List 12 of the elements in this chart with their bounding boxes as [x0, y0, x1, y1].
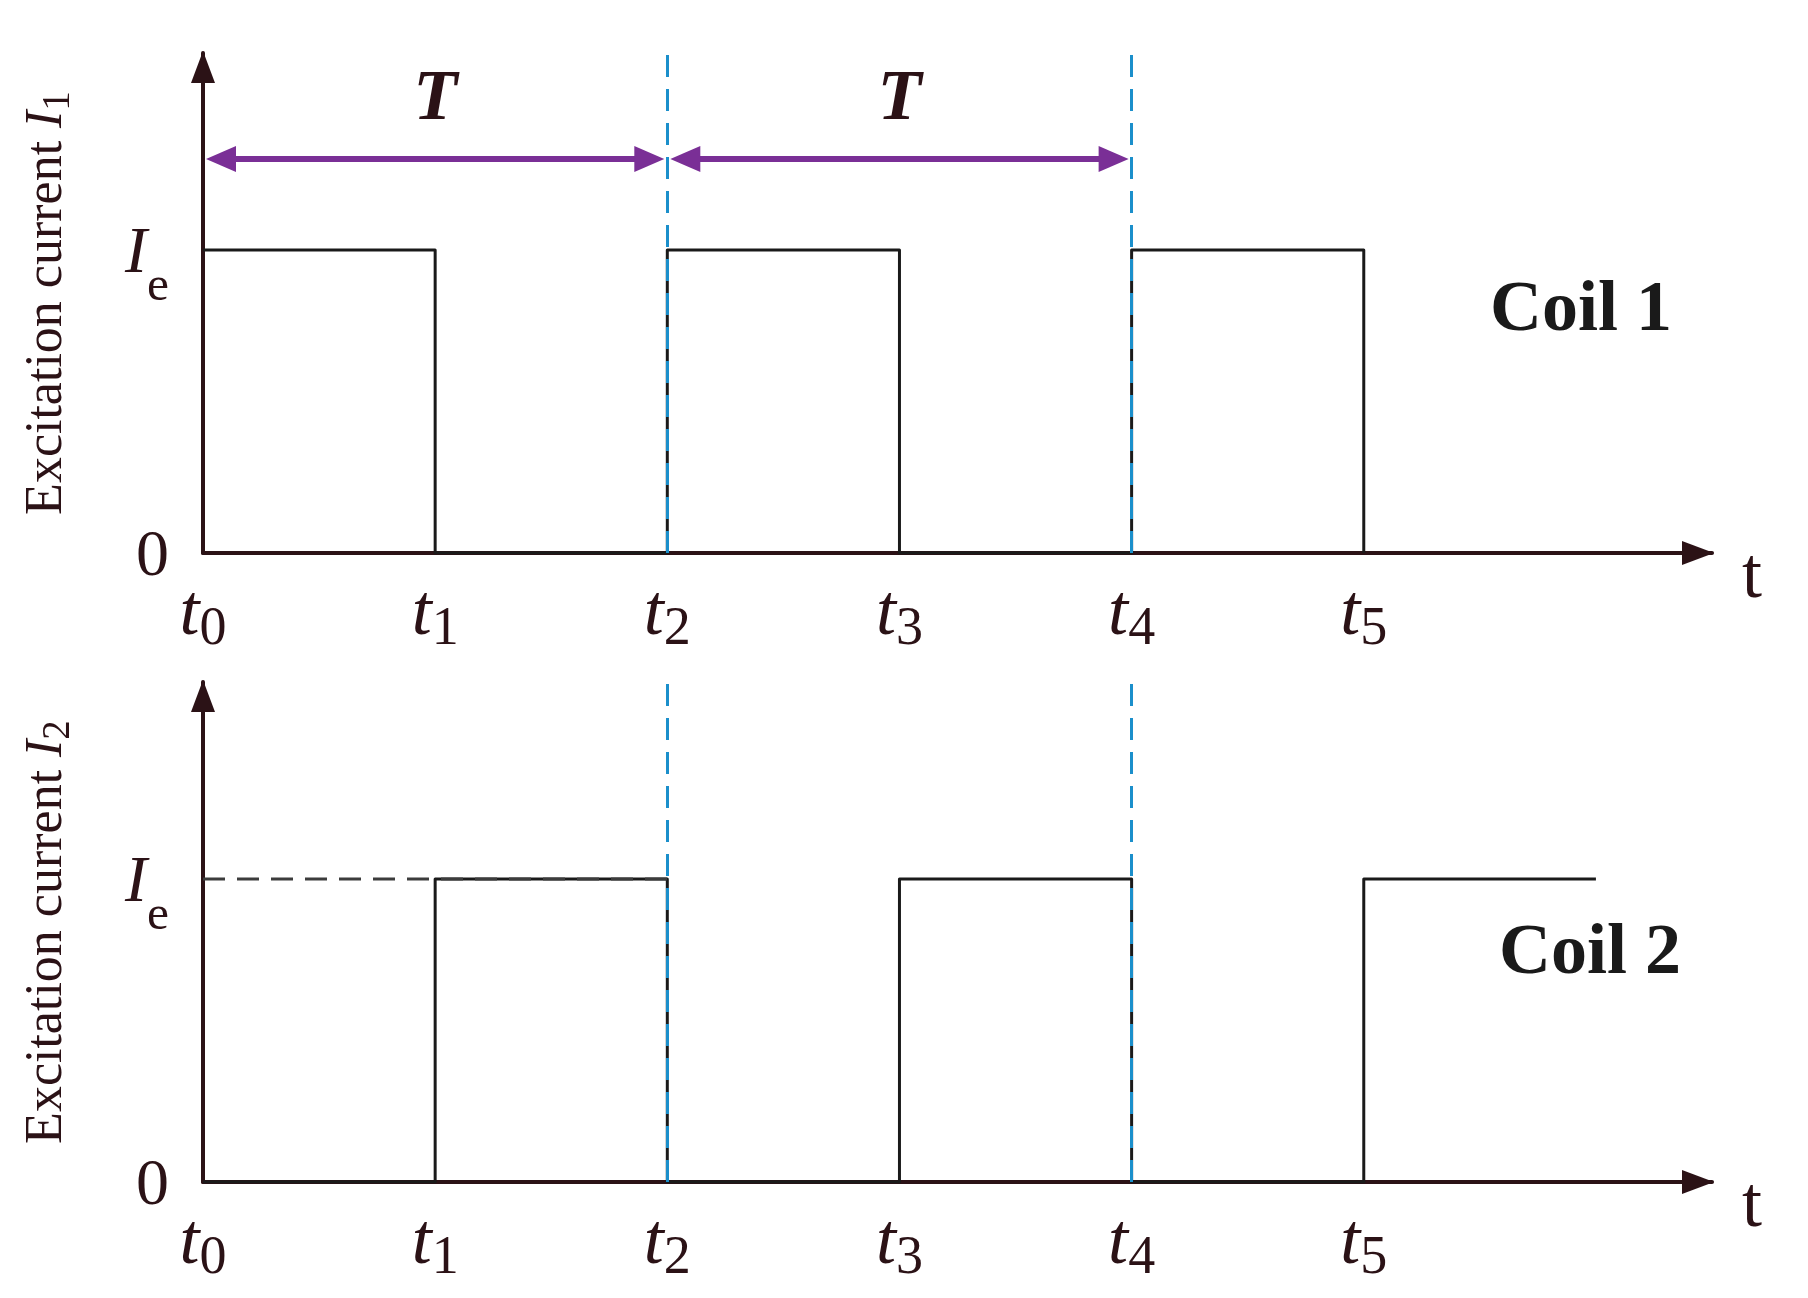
- series-label: Coil 2: [1499, 909, 1682, 989]
- y-axis-title: Excitation current I1: [15, 91, 77, 515]
- text: I$_{e}$: [124, 842, 169, 940]
- x-axis-title: t: [1742, 533, 1763, 613]
- text: T: [877, 55, 925, 136]
- text: T: [413, 55, 461, 136]
- text: I$_{e}$: [124, 213, 169, 311]
- y-axis-title: Excitation current I2: [15, 720, 77, 1144]
- text: 0: [136, 516, 169, 590]
- x-axis-title: t: [1742, 1162, 1763, 1242]
- series-label: Coil 1: [1490, 266, 1673, 346]
- text: 0: [136, 1145, 169, 1219]
